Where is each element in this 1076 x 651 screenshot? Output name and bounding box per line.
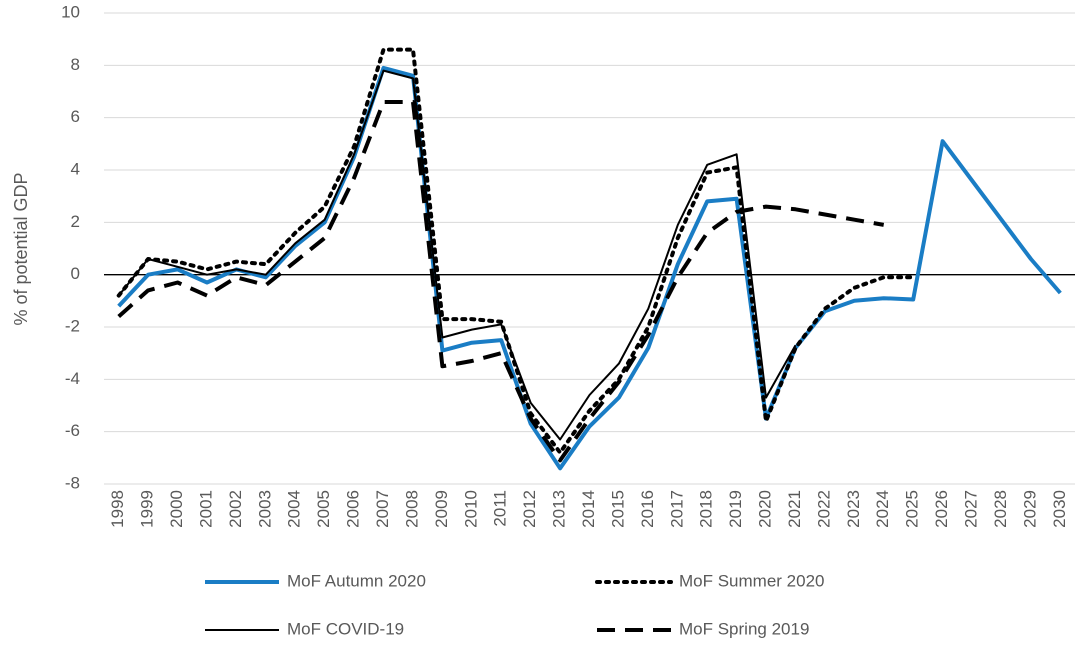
- y-tick-label: -8: [65, 473, 80, 492]
- x-tick-label: 2022: [814, 490, 833, 528]
- x-tick-label: 2003: [255, 490, 274, 528]
- y-tick-label: 2: [71, 212, 80, 231]
- x-tick-label: 2011: [491, 490, 510, 527]
- legend-label: MoF Autumn 2020: [287, 571, 426, 590]
- x-tick-label: 2029: [1020, 490, 1039, 528]
- x-tick-label: 2012: [520, 490, 539, 528]
- y-tick-label: -2: [65, 316, 80, 335]
- y-tick-label: -6: [65, 421, 80, 440]
- x-tick-label: 2027: [961, 490, 980, 528]
- series-line: [117, 65, 1062, 471]
- legend-label: MoF COVID-19: [287, 619, 404, 638]
- y-axis-label: % of potential GDP: [11, 172, 31, 325]
- x-tick-label: 2025: [903, 490, 922, 528]
- x-tick-label: 2013: [550, 490, 569, 528]
- series-line: [117, 69, 797, 441]
- x-tick-label: 2023: [844, 490, 863, 528]
- x-tick-label: 2015: [608, 490, 627, 528]
- x-tick-label: 2017: [667, 490, 686, 528]
- y-tick-label: -4: [65, 369, 80, 388]
- legend-label: MoF Spring 2019: [679, 619, 809, 638]
- y-tick-label: 10: [61, 2, 80, 21]
- x-tick-label: 1998: [108, 490, 127, 528]
- x-tick-label: 2018: [697, 490, 716, 528]
- x-tick-label: 2010: [461, 490, 480, 528]
- x-tick-label: 2028: [991, 490, 1010, 528]
- y-tick-label: 4: [71, 159, 80, 178]
- series-line: [117, 100, 885, 463]
- x-tick-label: 2014: [579, 490, 598, 528]
- x-tick-label: 2006: [344, 490, 363, 528]
- x-tick-label: 2007: [373, 490, 392, 528]
- x-tick-label: 2001: [196, 490, 215, 528]
- x-tick-label: 2021: [785, 490, 804, 528]
- x-tick-label: 2019: [726, 490, 745, 528]
- x-tick-label: 2024: [873, 490, 892, 528]
- y-tick-label: 8: [71, 55, 80, 74]
- x-tick-label: 2026: [932, 490, 951, 528]
- x-tick-label: 2004: [285, 490, 304, 528]
- x-tick-label: 2008: [402, 490, 421, 528]
- legend-label: MoF Summer 2020: [679, 571, 825, 590]
- x-tick-label: 1999: [138, 490, 157, 528]
- x-tick-label: 2016: [638, 490, 657, 528]
- x-tick-label: 2020: [756, 490, 775, 528]
- y-tick-label: 0: [71, 264, 80, 283]
- x-tick-label: 2030: [1050, 490, 1069, 528]
- x-tick-label: 2000: [167, 490, 186, 528]
- x-tick-label: 2009: [432, 490, 451, 528]
- x-tick-label: 2002: [226, 490, 245, 528]
- y-tick-label: 6: [71, 107, 80, 126]
- series-line: [116, 47, 916, 455]
- x-tick-label: 2005: [314, 490, 333, 528]
